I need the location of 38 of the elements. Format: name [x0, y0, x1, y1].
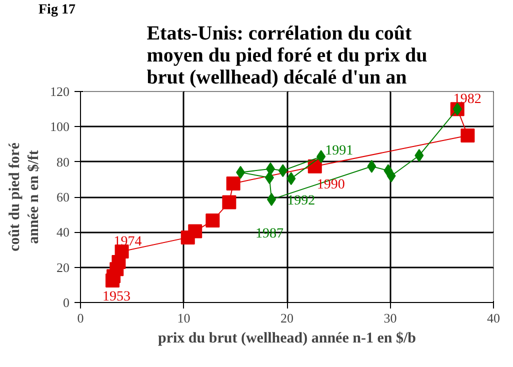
annotation: 1990	[316, 177, 345, 192]
point	[367, 160, 376, 173]
x-tick-label: 10	[177, 310, 190, 326]
x-tick-label: 40	[487, 310, 500, 326]
y-axis-title: coût du pied foré année n en $/ft	[6, 142, 42, 252]
point	[114, 244, 129, 259]
y-tick-label: 120	[50, 84, 70, 99]
point	[236, 166, 246, 179]
y-tick-label: 40	[56, 224, 70, 240]
y-tick-label: 0	[63, 295, 70, 310]
annotation: 1992	[287, 194, 316, 209]
y-tick-label: 20	[56, 260, 70, 275]
point	[452, 102, 462, 116]
point	[278, 164, 288, 178]
x-tick-label: 30	[384, 310, 397, 326]
point	[264, 171, 274, 184]
point	[226, 176, 240, 190]
y-tick-label: 80	[56, 154, 70, 170]
point	[266, 162, 275, 176]
point	[206, 214, 220, 228]
point	[384, 164, 393, 178]
y-tick-label: 100	[50, 119, 70, 134]
point	[222, 195, 236, 210]
y-tick-label: 60	[56, 190, 70, 204]
point	[460, 128, 475, 142]
annotation: 1982	[453, 92, 482, 108]
x-tick-label: 20	[280, 310, 294, 326]
annotation: 1953	[102, 290, 131, 305]
point	[414, 149, 424, 162]
point	[188, 224, 202, 238]
point	[316, 150, 326, 164]
x-tick-label: 0	[77, 310, 84, 326]
annotation: 1991	[325, 144, 354, 159]
point	[286, 172, 296, 186]
x-axis-title: prix du brut (wellhead) année n-1 en $/b	[158, 330, 416, 346]
caption: Fig 17	[38, 2, 76, 18]
point	[267, 192, 276, 206]
chart-title: Etats-Unis: corrélation du coût moyen du pied foré et du prix du brut (wellhead) décalé d'un an	[146, 22, 428, 88]
